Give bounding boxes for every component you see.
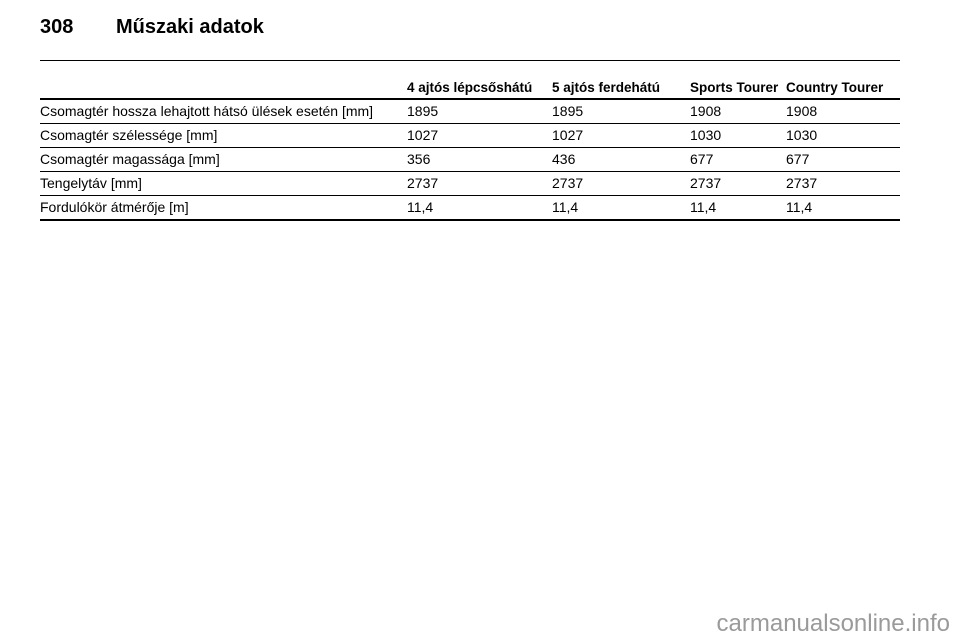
column-header: 5 ajtós ferdehátú [552, 62, 690, 100]
page-number: 308 [40, 16, 74, 38]
table-body: Csomagtér hossza lehajtott hátsó ülések … [40, 99, 900, 221]
cell: 1030 [690, 123, 786, 148]
cell: 1027 [407, 123, 552, 148]
column-header: 4 ajtós lépcsőshátú [407, 62, 552, 100]
header-cell [40, 62, 407, 100]
table-row: Fordulókör átmérője [m] 11,4 11,4 11,4 11,4 [40, 195, 900, 221]
cell: 1895 [552, 99, 690, 124]
cell: 1895 [407, 99, 552, 124]
cell: 2737 [786, 171, 900, 196]
table-row: Csomagtér magassága [mm] 356 436 677 677 [40, 147, 900, 172]
cell: 677 [786, 147, 900, 172]
table-row: Csomagtér szélessége [mm] 1027 1027 1030 103… [40, 123, 900, 148]
row-label: Csomagtér hossza lehajtott hátsó ülések … [40, 99, 407, 124]
cell: 1027 [552, 123, 690, 148]
header: 308 Műszaki adatok [40, 16, 264, 39]
header-rule [40, 60, 900, 61]
cell: 11,4 [786, 195, 900, 221]
cell: 356 [407, 147, 552, 172]
cell: 2737 [690, 171, 786, 196]
cell: 11,4 [552, 195, 690, 221]
cell: 677 [690, 147, 786, 172]
column-header: Sports Tourer [690, 62, 786, 100]
spec-table: 4 ajtós lépcsőshátú 5 ajtós ferdehátú Spor… [40, 62, 900, 221]
row-label: Csomagtér magassága [mm] [40, 147, 407, 172]
page-title: Műszaki adatok [116, 16, 264, 38]
cell: 2737 [552, 171, 690, 196]
column-header: Country Tourer [786, 62, 900, 100]
cell: 11,4 [407, 195, 552, 221]
table-row: Tengelytáv [mm] 2737 2737 2737 2737 [40, 171, 900, 196]
cell: 1908 [690, 99, 786, 124]
cell: 1030 [786, 123, 900, 148]
row-label: Csomagtér szélessége [mm] [40, 123, 407, 148]
cell: 1908 [786, 99, 900, 124]
cell: 11,4 [690, 195, 786, 221]
cell: 436 [552, 147, 690, 172]
table-header: 4 ajtós lépcsőshátú 5 ajtós ferdehátú Spor… [40, 62, 900, 100]
table-row: Csomagtér hossza lehajtott hátsó ülések … [40, 99, 900, 124]
watermark: carmanualsonline.info [716, 610, 950, 637]
row-label: Tengelytáv [mm] [40, 171, 407, 196]
cell: 2737 [407, 171, 552, 196]
row-label: Fordulókör átmérője [m] [40, 195, 407, 221]
